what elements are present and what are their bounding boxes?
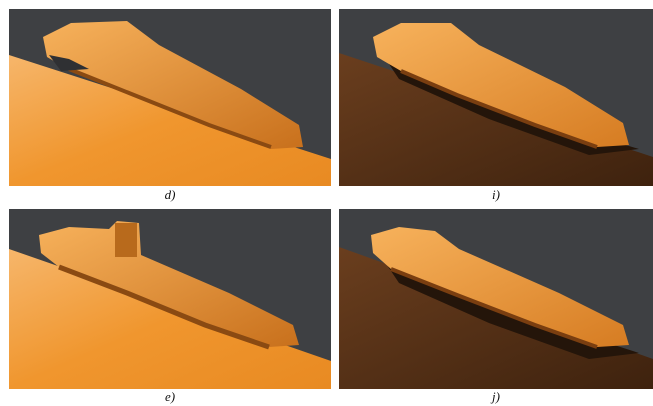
caption: i): [492, 187, 500, 202]
caption: d): [164, 187, 176, 202]
caption: e): [164, 389, 176, 404]
render-j: [339, 209, 653, 389]
render-e: [9, 209, 331, 389]
render-i: [339, 9, 653, 186]
render-d: [9, 9, 331, 186]
caption: j): [492, 389, 500, 404]
